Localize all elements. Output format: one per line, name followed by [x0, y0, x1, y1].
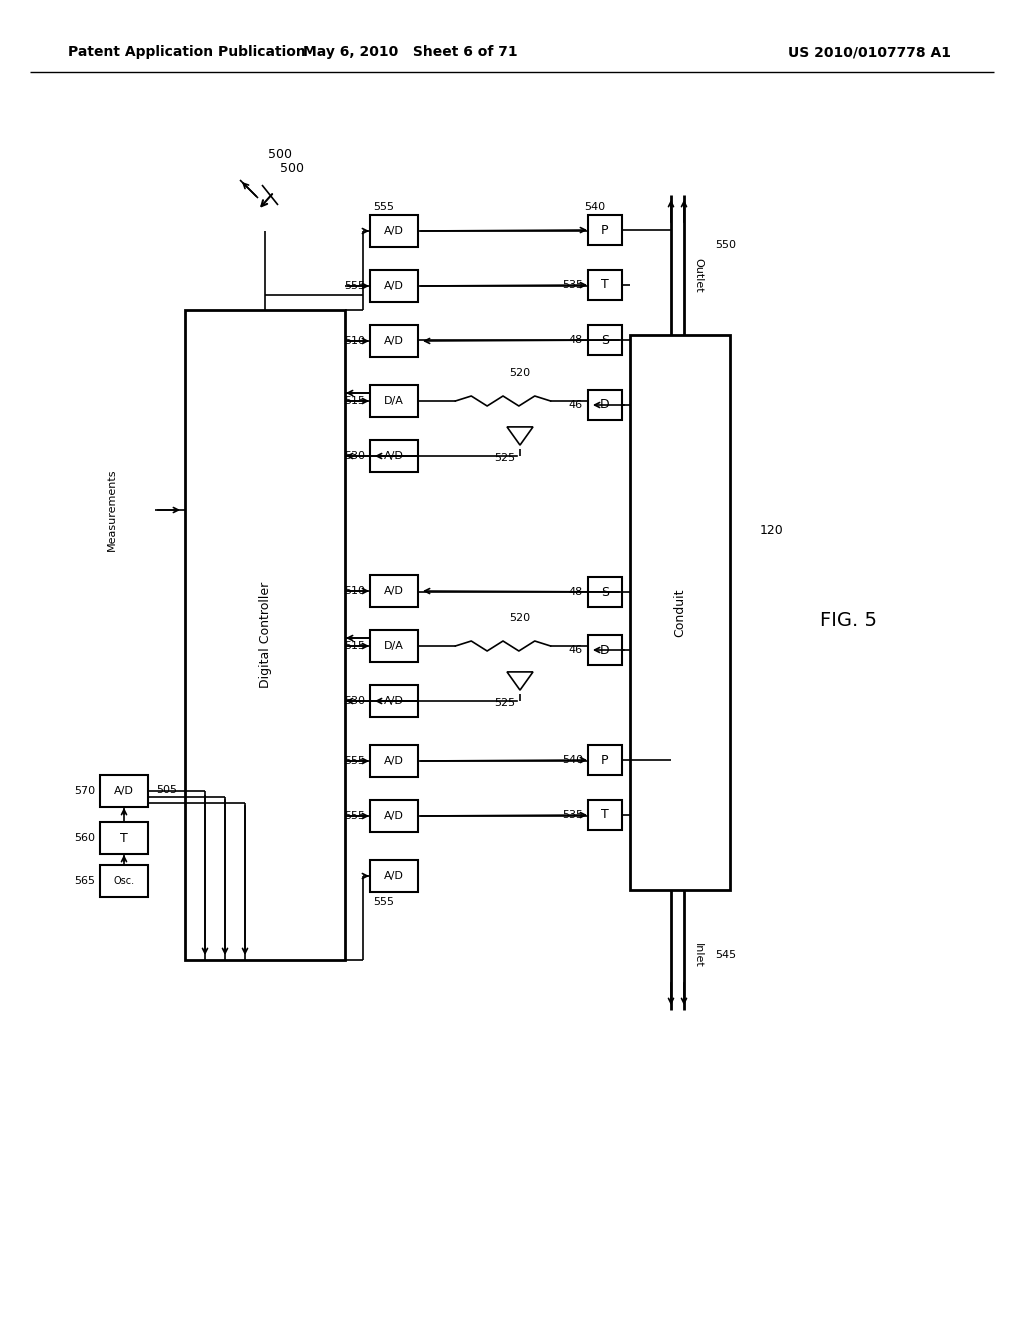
Text: 550: 550	[715, 240, 736, 249]
Bar	[588, 389, 622, 420]
Text: 555: 555	[373, 202, 394, 213]
Bar	[370, 385, 418, 417]
Text: 505: 505	[156, 785, 177, 795]
Text: Patent Application Publication: Patent Application Publication	[68, 45, 306, 59]
Text: D: D	[600, 399, 610, 412]
Text: 500: 500	[280, 161, 304, 174]
Bar	[588, 635, 622, 665]
Polygon shape	[507, 426, 534, 445]
Text: 570: 570	[74, 785, 95, 796]
Text: A/D: A/D	[384, 696, 403, 706]
Bar	[370, 215, 418, 247]
Text: A/D: A/D	[384, 451, 403, 461]
Text: 555: 555	[344, 810, 365, 821]
Text: 555: 555	[373, 898, 394, 907]
Text: S: S	[601, 334, 609, 346]
Text: 560: 560	[74, 833, 95, 843]
Text: 530: 530	[344, 451, 365, 461]
Bar	[185, 310, 345, 960]
Text: 520: 520	[509, 368, 530, 378]
Bar	[630, 335, 730, 890]
Text: 535: 535	[562, 810, 583, 820]
Bar	[100, 775, 148, 807]
Bar	[370, 325, 418, 356]
Text: 565: 565	[74, 876, 95, 886]
Text: US 2010/0107778 A1: US 2010/0107778 A1	[788, 45, 951, 59]
Text: A/D: A/D	[384, 337, 403, 346]
Text: D: D	[600, 644, 610, 656]
Bar	[370, 861, 418, 892]
Text: Measurements: Measurements	[106, 469, 117, 552]
Text: 48: 48	[568, 335, 583, 345]
Text: P: P	[601, 754, 608, 767]
Text: Outlet: Outlet	[693, 257, 703, 292]
Text: A/D: A/D	[384, 810, 403, 821]
Text: 555: 555	[344, 281, 365, 290]
Bar	[370, 576, 418, 607]
Text: S: S	[601, 586, 609, 598]
Bar	[100, 822, 148, 854]
Text: 46: 46	[569, 400, 583, 411]
Text: T: T	[120, 832, 128, 845]
Text: Conduit: Conduit	[674, 589, 686, 636]
Text: 510: 510	[344, 586, 365, 597]
Text: Digital Controller: Digital Controller	[258, 582, 271, 688]
Text: P: P	[601, 223, 608, 236]
Bar	[370, 271, 418, 302]
Text: 520: 520	[509, 612, 530, 623]
Text: 120: 120	[760, 524, 783, 536]
Text: 530: 530	[344, 696, 365, 706]
Text: A/D: A/D	[384, 586, 403, 597]
Bar	[588, 271, 622, 300]
Text: A/D: A/D	[384, 226, 403, 236]
Text: A/D: A/D	[384, 281, 403, 290]
Bar	[370, 630, 418, 663]
Text: T: T	[601, 808, 609, 821]
Text: 510: 510	[344, 337, 365, 346]
Text: A/D: A/D	[384, 871, 403, 880]
Text: 555: 555	[344, 756, 365, 766]
Text: 525: 525	[495, 698, 515, 708]
Text: 515: 515	[344, 396, 365, 407]
Text: FIG. 5: FIG. 5	[820, 610, 877, 630]
Bar	[100, 865, 148, 898]
Bar	[370, 800, 418, 832]
Text: 545: 545	[715, 950, 736, 960]
Text: 500: 500	[268, 149, 292, 161]
Text: D/A: D/A	[384, 642, 403, 651]
Bar	[588, 577, 622, 607]
Bar	[588, 800, 622, 830]
Text: 46: 46	[569, 645, 583, 655]
Text: May 6, 2010   Sheet 6 of 71: May 6, 2010 Sheet 6 of 71	[303, 45, 517, 59]
Text: A/D: A/D	[384, 756, 403, 766]
Text: T: T	[601, 279, 609, 292]
Text: 540: 540	[562, 755, 583, 766]
Bar	[588, 325, 622, 355]
Bar	[370, 744, 418, 777]
Text: A/D: A/D	[114, 785, 134, 796]
Bar	[370, 685, 418, 717]
Bar	[588, 744, 622, 775]
Bar	[370, 440, 418, 473]
Text: 535: 535	[562, 280, 583, 290]
Text: 515: 515	[344, 642, 365, 651]
Text: D/A: D/A	[384, 396, 403, 407]
Text: Inlet: Inlet	[693, 942, 703, 968]
Text: 525: 525	[495, 453, 515, 463]
Text: 48: 48	[568, 587, 583, 597]
Text: Osc.: Osc.	[114, 876, 134, 886]
Polygon shape	[507, 672, 534, 690]
Bar	[588, 215, 622, 246]
Text: 540: 540	[584, 202, 605, 213]
